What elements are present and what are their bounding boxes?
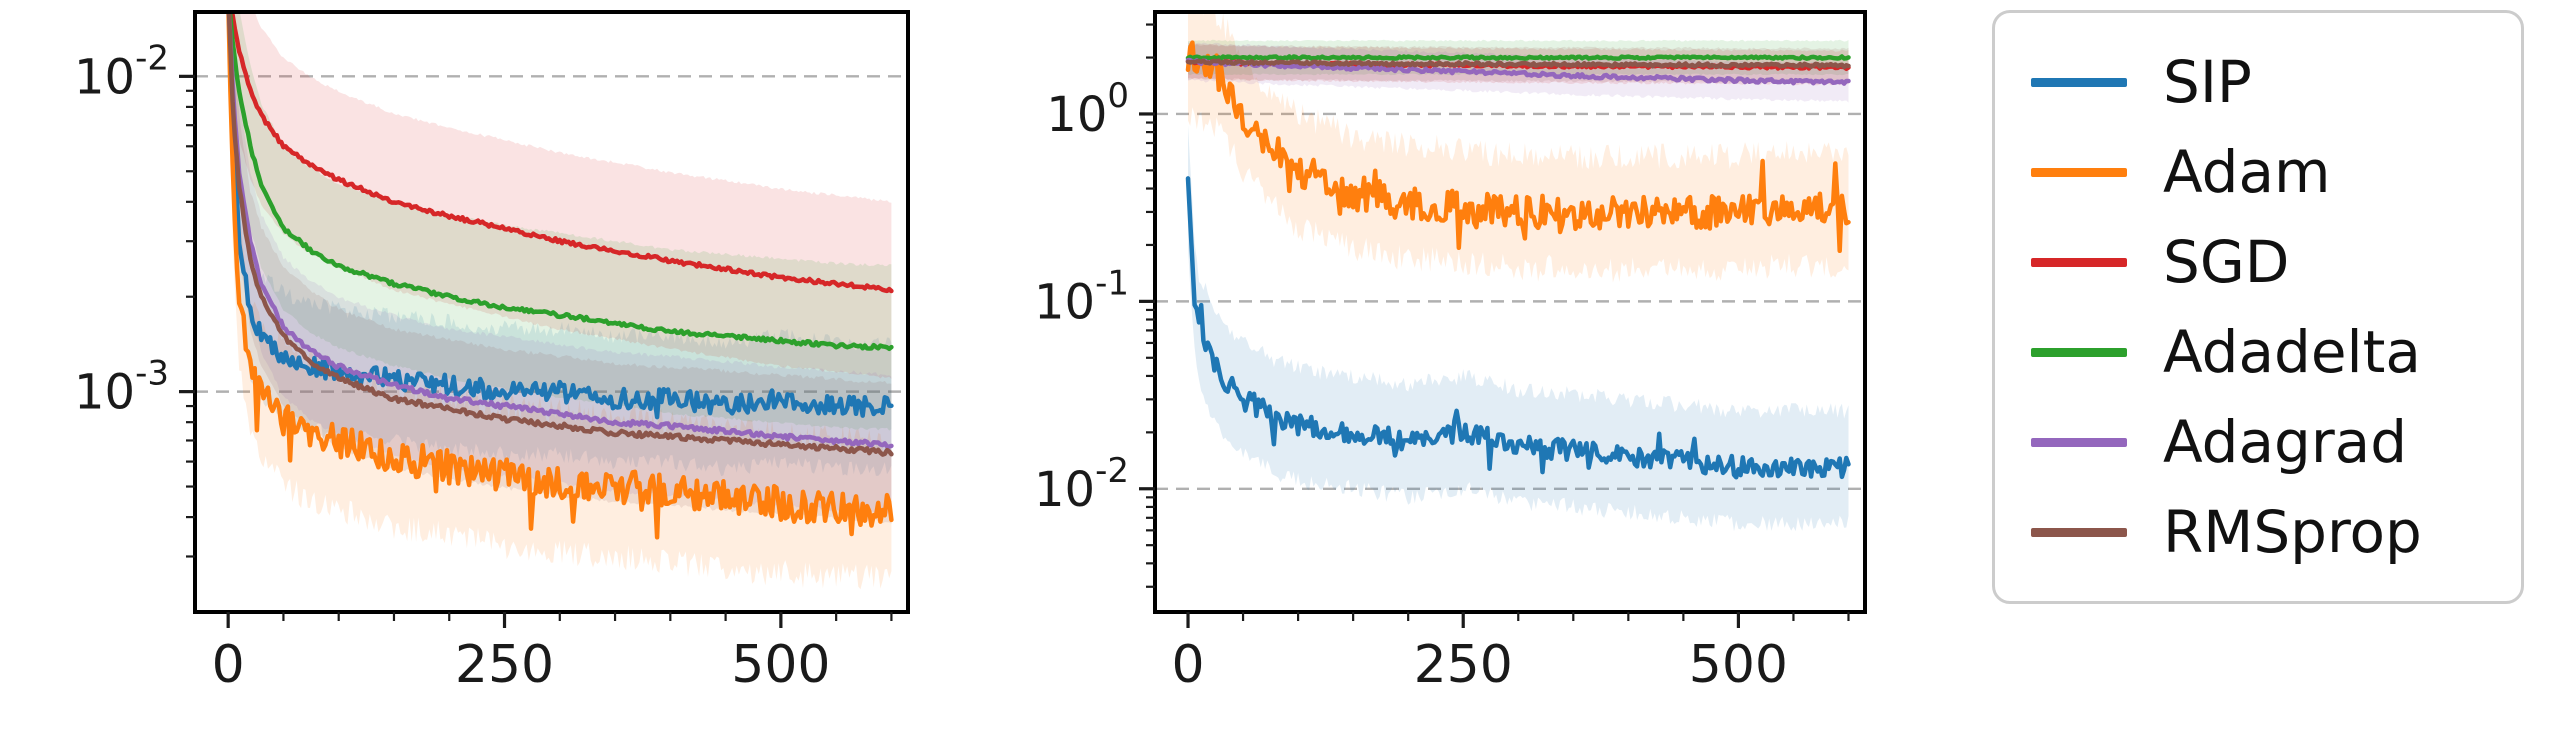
y-tick-label: 10-3 (74, 354, 169, 421)
x-tick-label: 500 (1689, 635, 1788, 695)
right-error-chart: 10-2 10-1 100 0 250 500 (1034, 10, 1867, 695)
legend-entry-rmsprop: RMSprop (2031, 503, 2511, 561)
x-tick-label: 500 (731, 635, 830, 695)
line-adadelta (1185, 54, 1851, 61)
legend-line-sample (2031, 437, 2127, 447)
legend-entry-sip: SIP (2031, 53, 2511, 111)
legend-label: Adagrad (2163, 408, 2408, 476)
x-tick-label: 0 (1171, 635, 1204, 695)
legend-line-sample (2031, 77, 2127, 87)
legend-entry-adadelta: Adadelta (2031, 323, 2511, 381)
legend: SIP Adam SGD Adadelta Adagrad RMSprop (1992, 10, 2524, 604)
band-sip (228, 12, 892, 477)
gridlines (1155, 112, 1865, 490)
legend-label: SGD (2163, 228, 2290, 296)
gridlines (195, 75, 908, 393)
x-tick-label: 0 (212, 635, 245, 695)
plot-spines (193, 10, 910, 614)
y-tick-label: 10-2 (1034, 451, 1129, 518)
legend-entry-adam: Adam (2031, 143, 2511, 201)
y-tick-label: 100 (1046, 76, 1129, 143)
x-tick-label: 250 (455, 635, 554, 695)
legend-line-sample (2031, 347, 2127, 357)
band-adagrad (228, 12, 892, 516)
line-rmsprop (226, 12, 894, 457)
line-rmsprop (1185, 58, 1851, 70)
legend-entry-sgd: SGD (2031, 233, 2511, 291)
line-adam (226, 12, 894, 540)
legend-label: RMSprop (2163, 498, 2422, 566)
legend-label: Adam (2163, 138, 2331, 206)
legend-label: Adadelta (2163, 318, 2421, 386)
line-adagrad (226, 12, 894, 449)
legend-label: SIP (2163, 48, 2252, 116)
y-tick-label: 10-1 (1034, 263, 1129, 330)
line-adadelta (227, 12, 894, 352)
axes: 10-2 10-1 100 0 250 500 (1034, 10, 1867, 695)
line-adam (1185, 40, 1851, 254)
legend-line-sample (2031, 527, 2127, 537)
band-adadelta (228, 12, 892, 431)
x-tick-label: 250 (1414, 635, 1513, 695)
series-lines (226, 12, 894, 540)
band-adam (1188, 12, 1849, 283)
series-lines (1185, 40, 1851, 480)
band-sip (1188, 125, 1849, 532)
band-adam (228, 12, 892, 590)
left-loss-chart: 10-3 10-2 0 250 500 (74, 10, 910, 695)
legend-line-sample (2031, 257, 2127, 267)
legend-line-sample (2031, 167, 2127, 177)
legend-entry-adagrad: Adagrad (2031, 413, 2511, 471)
y-tick-label: 10-2 (74, 38, 169, 105)
line-adagrad (1185, 57, 1851, 86)
axes: 10-3 10-2 0 250 500 (74, 10, 910, 695)
line-sip (1185, 176, 1851, 480)
line-sgd (229, 12, 894, 294)
plot-spines (1153, 10, 1867, 614)
